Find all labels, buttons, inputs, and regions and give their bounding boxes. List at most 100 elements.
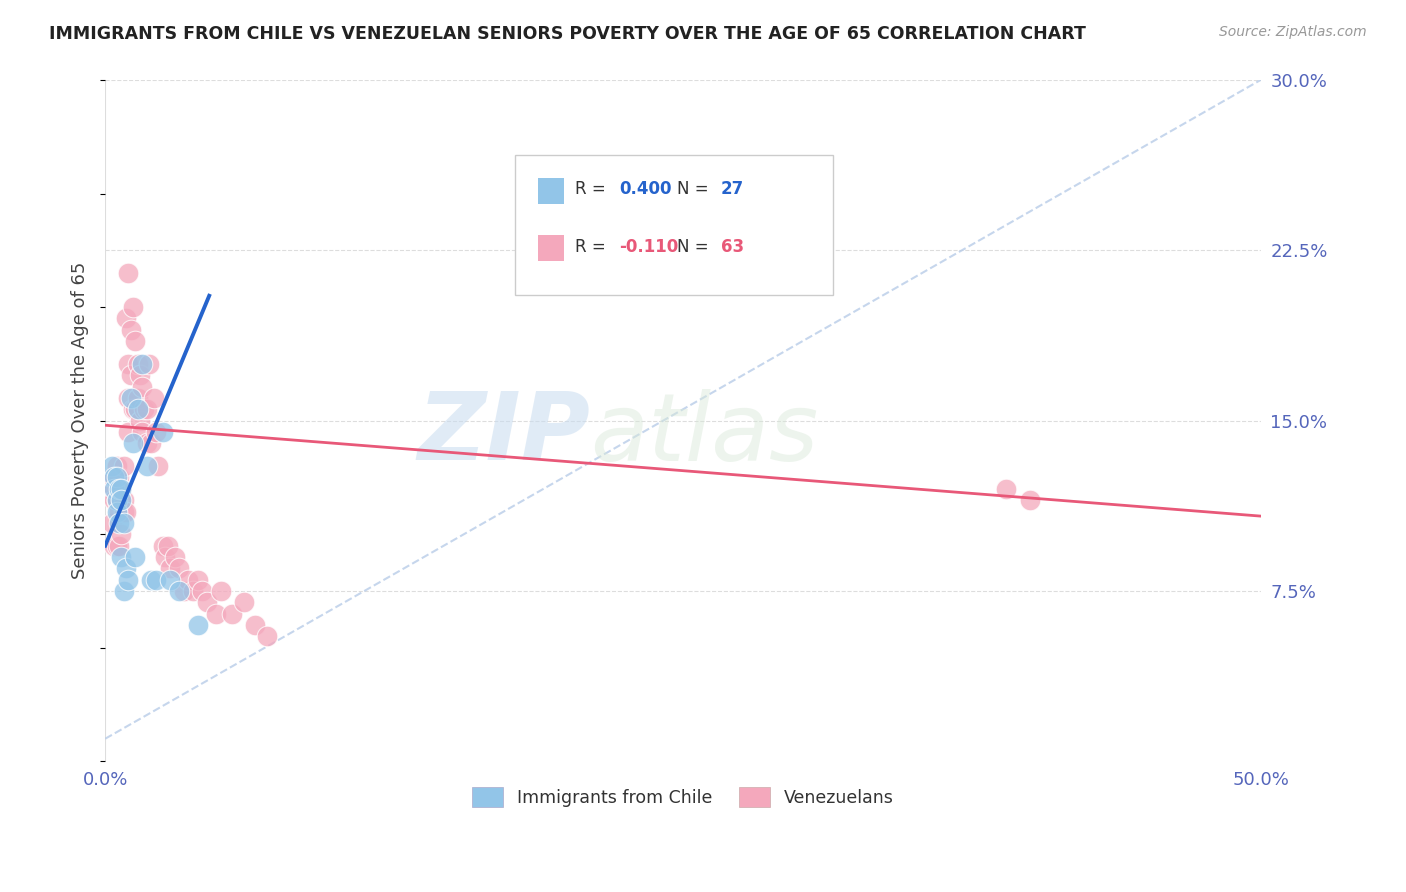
Point <box>110 482 132 496</box>
Text: Source: ZipAtlas.com: Source: ZipAtlas.com <box>1219 25 1367 39</box>
Point <box>101 459 124 474</box>
Text: R =: R = <box>575 180 612 198</box>
Point <box>115 504 138 518</box>
Legend: Immigrants from Chile, Venezuelans: Immigrants from Chile, Venezuelans <box>465 780 901 814</box>
Point <box>112 584 135 599</box>
Point <box>131 379 153 393</box>
Point <box>134 402 156 417</box>
Point <box>103 539 125 553</box>
Point <box>108 516 131 530</box>
Point <box>1018 493 1040 508</box>
Text: R =: R = <box>575 238 612 256</box>
Point <box>181 584 204 599</box>
Point <box>245 618 267 632</box>
Point <box>120 323 142 337</box>
Point <box>117 425 139 439</box>
Point <box>124 549 146 564</box>
Point <box>124 402 146 417</box>
Point <box>148 459 170 474</box>
Text: atlas: atlas <box>591 389 818 480</box>
Point <box>105 504 128 518</box>
Point <box>120 368 142 383</box>
Point <box>131 425 153 439</box>
Point <box>135 402 157 417</box>
Point <box>128 414 150 428</box>
Point <box>177 573 200 587</box>
Text: N =: N = <box>678 238 714 256</box>
Text: IMMIGRANTS FROM CHILE VS VENEZUELAN SENIORS POVERTY OVER THE AGE OF 65 CORRELATI: IMMIGRANTS FROM CHILE VS VENEZUELAN SENI… <box>49 25 1085 43</box>
Point <box>112 459 135 474</box>
Point <box>995 482 1018 496</box>
Point <box>135 436 157 450</box>
Point <box>98 482 121 496</box>
Point <box>115 311 138 326</box>
Point <box>221 607 243 621</box>
Point <box>112 493 135 508</box>
Text: ZIP: ZIP <box>418 388 591 480</box>
Point <box>117 266 139 280</box>
Text: 63: 63 <box>721 238 744 256</box>
Point <box>120 391 142 405</box>
Point <box>167 561 190 575</box>
Point <box>128 368 150 383</box>
Point <box>112 516 135 530</box>
FancyBboxPatch shape <box>516 155 834 294</box>
Point <box>156 539 179 553</box>
Point <box>131 357 153 371</box>
Point <box>155 549 177 564</box>
Point <box>101 470 124 484</box>
Bar <box>538 178 564 204</box>
Point <box>108 539 131 553</box>
Point <box>122 300 145 314</box>
Point <box>142 391 165 405</box>
Point <box>117 357 139 371</box>
Point <box>105 493 128 508</box>
Point <box>117 391 139 405</box>
Point <box>205 607 228 621</box>
Point <box>209 584 232 599</box>
Point <box>105 470 128 484</box>
Point <box>191 584 214 599</box>
Point <box>122 402 145 417</box>
Point <box>110 549 132 564</box>
Point <box>256 630 278 644</box>
Point <box>159 561 181 575</box>
Point <box>110 482 132 496</box>
Point <box>163 549 186 564</box>
Point <box>103 493 125 508</box>
Point <box>115 561 138 575</box>
Text: -0.110: -0.110 <box>620 238 679 256</box>
Point <box>187 618 209 632</box>
Point <box>124 334 146 349</box>
Point <box>108 504 131 518</box>
Point <box>108 482 131 496</box>
Point <box>110 493 132 508</box>
Point <box>135 459 157 474</box>
Point <box>127 391 149 405</box>
Y-axis label: Seniors Poverty Over the Age of 65: Seniors Poverty Over the Age of 65 <box>72 262 89 580</box>
Point <box>127 402 149 417</box>
Point <box>110 527 132 541</box>
Point <box>141 573 163 587</box>
Point <box>108 470 131 484</box>
Point <box>167 584 190 599</box>
Point <box>145 573 167 587</box>
Point <box>141 436 163 450</box>
Point <box>232 595 254 609</box>
Point <box>105 459 128 474</box>
Point <box>110 493 132 508</box>
Text: 27: 27 <box>721 180 744 198</box>
Point <box>105 493 128 508</box>
Text: N =: N = <box>678 180 714 198</box>
Point <box>127 357 149 371</box>
Bar <box>538 235 564 260</box>
Point <box>195 595 218 609</box>
Point <box>187 573 209 587</box>
Point <box>117 573 139 587</box>
Point <box>152 425 174 439</box>
Point <box>122 436 145 450</box>
Point <box>145 425 167 439</box>
Point <box>173 584 195 599</box>
Point <box>138 357 160 371</box>
Point <box>105 539 128 553</box>
